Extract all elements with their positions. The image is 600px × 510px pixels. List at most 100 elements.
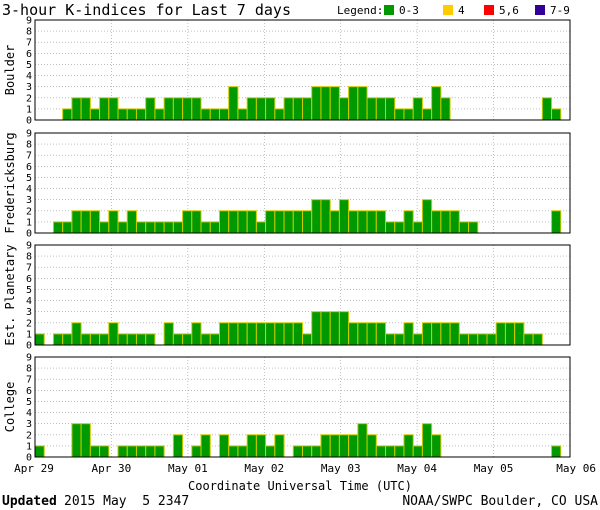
k-index-bar (145, 221, 156, 234)
updated-value: 2015 May 5 2347 (64, 494, 189, 509)
legend-swatch (535, 5, 545, 15)
y-tick-label: 3 (26, 195, 32, 206)
k-index-bar (172, 97, 184, 121)
x-tick-label: May 05 (474, 462, 514, 475)
panel-name: Boulder (3, 45, 17, 96)
k-index-bar (348, 322, 359, 346)
k-index-bar (246, 97, 257, 121)
k-index-bar (89, 333, 101, 346)
k-index-bar (154, 108, 165, 121)
k-index-bar (311, 86, 322, 121)
k-index-bar (200, 108, 211, 121)
y-tick-label: 5 (26, 60, 32, 71)
k-index-bar (283, 97, 294, 121)
y-tick-label: 7 (26, 151, 32, 162)
k-index-bar (172, 333, 184, 346)
y-tick-label: 2 (26, 430, 32, 441)
k-index-bar (302, 445, 313, 458)
chart-title: 3-hour K-indices for Last 7 days (2, 1, 291, 19)
k-index-bar (182, 333, 193, 346)
panel-frame (34, 19, 571, 121)
x-axis-label: Coordinate Universal Time (UTC) (188, 479, 412, 493)
x-tick-label: Apr 30 (92, 462, 132, 475)
y-tick-label: 8 (26, 252, 32, 263)
legend-label: Legend: (337, 4, 383, 17)
k-index-bar (163, 322, 174, 346)
panel-name: Fredericksburg (3, 132, 17, 233)
y-tick-label: 6 (26, 274, 32, 285)
k-index-bar (117, 333, 128, 346)
k-index-bar (218, 434, 230, 458)
y-tick-label: 6 (26, 162, 32, 173)
k-index-bar (209, 108, 220, 121)
y-tick-label: 9 (26, 241, 32, 252)
k-index-bar (440, 210, 451, 234)
k-index-bar (302, 333, 313, 346)
k-index-bar (403, 434, 414, 458)
y-tick-label: 4 (26, 408, 32, 419)
k-index-bar (458, 221, 470, 234)
k-index-bar (283, 322, 294, 346)
legend-swatch (484, 5, 494, 15)
k-index-bar (126, 210, 137, 234)
y-tick-label: 8 (26, 140, 32, 151)
k-index-bar (504, 322, 516, 346)
k-index-bar (431, 434, 442, 458)
y-tick-label: 3 (26, 307, 32, 318)
k-index-bar (477, 333, 488, 346)
k-index-bar (495, 322, 506, 346)
k-index-bar (412, 97, 423, 121)
k-index-bar (403, 210, 414, 234)
chart-panels: 0123456789Boulder0123456789Fredericksbur… (3, 16, 571, 464)
k-index-bar (311, 311, 322, 346)
k-index-bar (431, 86, 442, 121)
k-index-bar (228, 322, 239, 346)
x-tick-label: May 03 (321, 462, 361, 475)
k-index-bar (366, 97, 377, 121)
k-index-bar (338, 199, 350, 234)
k-index-bar (375, 210, 387, 234)
y-tick-label: 2 (26, 318, 32, 329)
k-index-bar (255, 322, 267, 346)
y-tick-label: 3 (26, 419, 32, 430)
k-index-bar (329, 311, 340, 346)
k-index-bar (421, 108, 433, 121)
x-tick-label: May 06 (556, 462, 596, 475)
k-index-bar (403, 108, 414, 121)
k-index-bar (228, 445, 239, 458)
y-tick-label: 7 (26, 263, 32, 274)
k-index-bar (52, 333, 64, 346)
k-index-bar (357, 210, 368, 234)
k-index-bar (412, 221, 423, 234)
k-index-bar (440, 97, 451, 121)
k-index-bar (209, 221, 220, 234)
y-tick-label: 3 (26, 82, 32, 93)
y-tick-label: 8 (26, 364, 32, 375)
panel-name: Est. Planetary (3, 244, 17, 345)
k-index-bar (329, 86, 340, 121)
k-index-bar (338, 311, 350, 346)
k-index-bar (440, 322, 451, 346)
k-index-bar (551, 210, 562, 234)
k-index-bar (191, 210, 202, 234)
k-index-bar (135, 445, 147, 458)
k-index-bar (246, 210, 257, 234)
y-tick-label: 5 (26, 173, 32, 184)
k-index-bar (394, 333, 405, 346)
x-tick-label: Apr 29 (14, 462, 54, 475)
k-index-bar (191, 445, 202, 458)
panel-frame (34, 356, 571, 458)
k-index-bar (108, 97, 119, 121)
k-index-bar (421, 199, 433, 234)
k-index-bar (191, 97, 202, 121)
k-index-bar (218, 108, 230, 121)
k-index-bar (135, 108, 147, 121)
panel-frame (34, 244, 571, 346)
k-index-bar (52, 221, 64, 234)
k-index-bar (449, 322, 460, 346)
legend-item-label: 4 (458, 4, 465, 17)
k-index-bar (385, 97, 396, 121)
k-index-bar (357, 423, 368, 458)
